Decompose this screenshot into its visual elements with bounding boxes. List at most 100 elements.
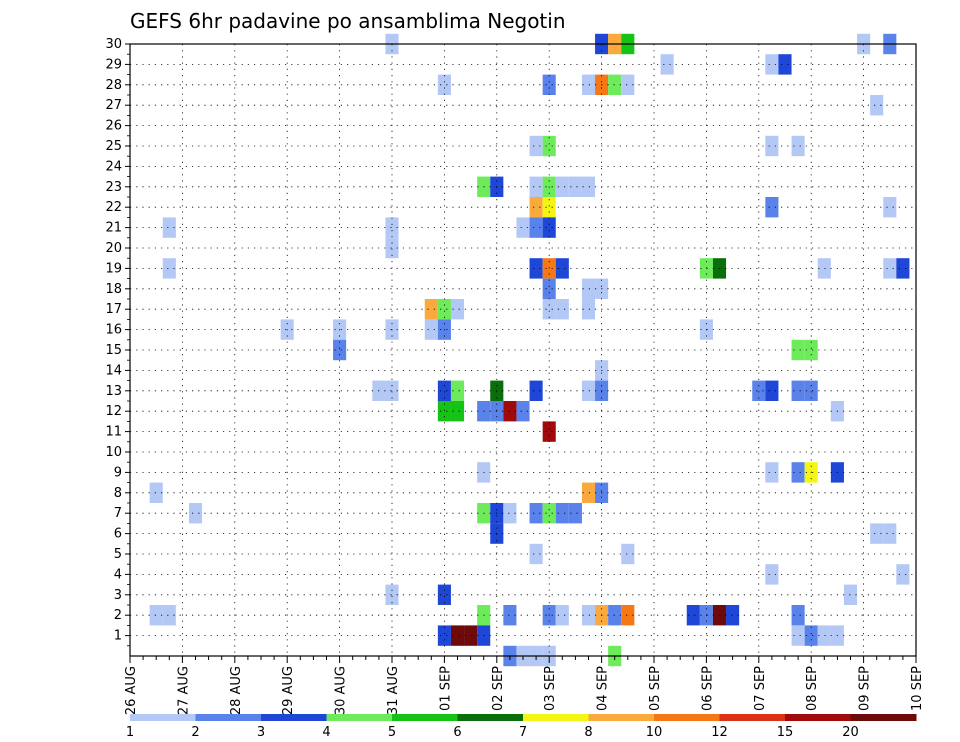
heatmap-cell (581, 482, 596, 503)
y-tick-label: 28 (105, 78, 122, 93)
heatmap-cell (516, 217, 530, 238)
legend-label: 2 (191, 725, 199, 740)
y-tick-label: 14 (105, 363, 122, 378)
y-tick-label: 5 (114, 547, 122, 562)
heatmap-cell (503, 605, 517, 626)
heatmap-cell (817, 625, 831, 646)
legend-label: 20 (842, 725, 859, 740)
legend-label: 4 (322, 725, 330, 740)
heatmap-cell (437, 584, 451, 605)
heatmap-cell (503, 503, 517, 524)
heatmap-cell (424, 299, 438, 320)
x-tick-label: 08 SEP (805, 666, 820, 711)
x-tick-label: 05 SEP (648, 666, 663, 711)
heatmap-cell (162, 605, 176, 626)
y-tick-label: 23 (105, 180, 122, 195)
heatmap-cell (765, 380, 779, 401)
heatmap-cell (752, 380, 766, 401)
heatmap-cell (162, 217, 176, 238)
heatmap-cell (450, 625, 465, 646)
y-tick-label: 29 (105, 57, 122, 72)
heatmap-cell (804, 339, 818, 361)
legend-label: 12 (711, 725, 728, 740)
heatmap-cell (581, 380, 596, 401)
heatmap-cell (437, 380, 451, 401)
y-tick-label: 15 (105, 343, 122, 358)
heatmap-cell (542, 503, 556, 524)
legend-color-swatch (719, 714, 786, 721)
heatmap-cell (896, 564, 910, 585)
legend-label: 5 (388, 725, 396, 740)
heatmap-cell (883, 523, 897, 544)
heatmap-cell (529, 197, 543, 218)
legend-label: 3 (257, 725, 265, 740)
heatmap-cell (621, 605, 635, 626)
x-tick-label: 30 AUG (334, 666, 349, 715)
legend-color-swatch (523, 714, 589, 721)
heatmap-cell (686, 605, 700, 626)
heatmap-cell (424, 319, 438, 340)
heatmap-cell (791, 339, 805, 361)
heatmap-cell (804, 625, 818, 646)
y-axis: 1234567891011121314151617181920212223242… (105, 37, 130, 647)
heatmap-cell (765, 564, 779, 585)
heatmap-cell (149, 482, 163, 503)
chart-title: GEFS 6hr padavine po ansamblima Negotin (130, 9, 566, 33)
y-tick-label: 8 (114, 486, 122, 501)
y-tick-label: 10 (105, 445, 122, 460)
legend-color-swatch (130, 714, 196, 721)
heatmap-cell (529, 176, 543, 197)
legend-label: 8 (584, 725, 592, 740)
y-tick-label: 20 (105, 241, 122, 256)
heatmap-cell (437, 74, 451, 95)
x-tick-label: 28 AUG (229, 666, 244, 715)
heatmap-cell (778, 54, 792, 75)
heatmap-cell (817, 258, 831, 279)
x-axis: 26 AUG 27 AUG 28 AUG 29 AUG 30 AUG 31 AUG 01 S… (124, 656, 925, 715)
legend-color-swatch (850, 714, 917, 721)
heatmap-cell (870, 523, 884, 544)
y-tick-label: 7 (114, 506, 122, 521)
heatmap-cell (621, 543, 635, 565)
heatmap-cell (555, 258, 569, 279)
heatmap-cell (529, 380, 543, 401)
heatmap-cell (581, 278, 596, 299)
y-tick-label: 12 (105, 404, 122, 419)
legend-label: 1 (126, 725, 134, 740)
heatmap-cell (450, 401, 465, 422)
y-tick-label: 4 (114, 567, 122, 582)
legend-label: 7 (519, 725, 527, 740)
heatmap-cell (765, 197, 779, 218)
heatmap-cell (385, 217, 399, 238)
color-legend: 1 2 3 4 5 6 7 8 10 12 15 20 (126, 714, 917, 740)
y-tick-label: 27 (105, 98, 122, 113)
heatmap-cell (464, 625, 478, 646)
heatmap-cell (542, 299, 556, 320)
x-tick-label: 26 AUG (124, 666, 139, 715)
x-tick-label: 06 SEP (700, 666, 715, 711)
x-tick-label: 31 AUG (386, 666, 401, 715)
heatmap-cell (542, 197, 556, 218)
heatmap-cell (162, 258, 176, 279)
heatmap-cell (437, 299, 451, 320)
x-tick-label: 09 SEP (858, 666, 873, 711)
heatmap-cell (516, 401, 530, 422)
legend-label: 15 (777, 725, 794, 740)
x-tick-label: 03 SEP (543, 666, 558, 711)
heatmap-cell (804, 380, 818, 401)
heatmap-cell (385, 584, 399, 605)
heatmap-cell (568, 176, 582, 197)
heatmap-cell (555, 176, 569, 197)
legend-color-swatch (261, 714, 327, 721)
x-tick-label: 07 SEP (753, 666, 768, 711)
y-tick-label: 18 (105, 282, 122, 297)
y-tick-label: 9 (114, 465, 122, 480)
heatmap-cell (883, 258, 897, 279)
heatmap-cell (581, 176, 596, 197)
y-tick-label: 30 (105, 37, 122, 52)
heatmap-cell (503, 401, 517, 422)
y-tick-label: 3 (114, 588, 122, 603)
heatmap-cell (581, 74, 596, 95)
heatmap-cell (883, 197, 897, 218)
